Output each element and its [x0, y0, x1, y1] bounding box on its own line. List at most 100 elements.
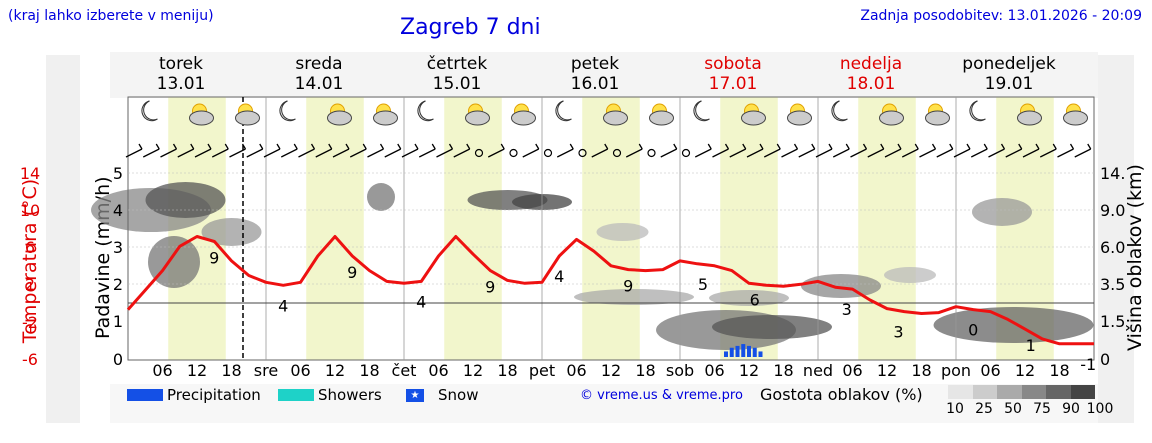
precipitation-tick: 5	[113, 164, 123, 183]
wind-barb-tick	[328, 143, 333, 150]
day-date: 18.01	[846, 74, 896, 94]
wind-barb-tick	[224, 143, 229, 150]
temperature-data-label: 9	[485, 278, 495, 297]
temperature-tick: -6	[22, 350, 38, 369]
precipitation-bar	[729, 347, 734, 357]
wind-barb-icon	[694, 148, 712, 158]
wind-barb-icon	[660, 148, 678, 158]
calm-wind-icon	[647, 148, 656, 158]
cloud-blob	[201, 218, 262, 246]
wind-barb-tick	[345, 143, 350, 150]
wind-barb-icon	[211, 148, 229, 158]
wind-barb-icon	[970, 148, 988, 158]
time-tick: 18	[1049, 361, 1069, 380]
time-tick: pet	[529, 361, 555, 380]
wind-barb-tick	[276, 143, 281, 150]
wind-barb-icon	[332, 148, 350, 158]
wind-barb-tick	[259, 143, 264, 150]
snow-star-icon: ★	[406, 389, 424, 402]
day-date: 13.01	[156, 74, 206, 94]
cloud-blob	[709, 290, 789, 306]
cloud-blob	[712, 315, 832, 339]
wind-barb-tick	[880, 143, 885, 150]
temperature-data-label: 9	[347, 263, 357, 282]
cloud-icon	[787, 110, 812, 126]
wind-barb-icon	[1074, 148, 1092, 158]
wind-barb-tick	[448, 143, 454, 150]
time-tick: 18	[911, 361, 931, 380]
day-date: 16.01	[570, 74, 620, 94]
wind-barb-icon	[315, 148, 333, 158]
time-tick: 18	[359, 361, 379, 380]
density-swatch	[1070, 385, 1095, 399]
wind-barb-icon	[591, 148, 609, 158]
wind-barb-icon	[246, 148, 264, 158]
wind-barb-tick	[138, 143, 143, 150]
cloud-height-tick: 14.	[1100, 164, 1125, 183]
wind-barb-tick	[500, 143, 505, 150]
wind-barb-tick	[362, 143, 367, 150]
wind-barb-icon	[263, 148, 281, 158]
wind-barb-tick	[1018, 143, 1023, 150]
wind-barb-tick	[466, 143, 471, 150]
cloud-icon	[1063, 110, 1088, 126]
density-swatch	[948, 385, 973, 399]
wind-barb-icon	[160, 148, 177, 158]
cloud-height-tick: 1.5	[1100, 312, 1125, 331]
wind-barb-icon	[901, 148, 919, 158]
wind-barb-tick	[207, 143, 212, 150]
cloud-blob	[972, 198, 1032, 226]
cloud-density-label: Gostota oblakov (%)	[760, 385, 923, 404]
time-tick: 12	[877, 361, 897, 380]
time-tick: 06	[566, 361, 586, 380]
right-axis-panel	[1098, 55, 1134, 423]
density-tick: 50	[1004, 401, 1022, 417]
precipitation-bar	[747, 345, 751, 357]
time-tick: 18	[221, 361, 241, 380]
precipitation-tick: 4	[113, 201, 123, 220]
showers-legend-label: Showers	[318, 386, 382, 404]
showers-swatch	[278, 389, 314, 401]
plot-border	[127, 96, 1095, 361]
wind-barb-icon	[298, 148, 315, 158]
time-tick: 12	[187, 361, 207, 380]
wind-barb-icon	[280, 148, 298, 158]
cloud-blob	[148, 236, 200, 288]
calm-wind-icon	[612, 148, 622, 158]
day-name: petek	[570, 54, 620, 74]
wind-barb-icon	[522, 148, 540, 158]
cloud-icon	[741, 110, 766, 126]
daylight-band	[858, 97, 916, 360]
wind-barb-icon	[384, 148, 402, 158]
precipitation-tick: 0	[113, 350, 123, 369]
credit-link[interactable]: © vreme.us & vreme.pro	[580, 388, 743, 403]
wind-barb-tick	[983, 143, 988, 150]
time-tick: 12	[463, 361, 483, 380]
day-date: 15.01	[432, 74, 482, 94]
wind-barb-tick	[190, 143, 195, 150]
wind-barb-tick	[707, 143, 712, 150]
wind-barb-icon	[936, 148, 954, 158]
wind-barb-tick	[1087, 143, 1092, 150]
wind-barb-icon	[367, 148, 384, 158]
cloud-icon	[327, 110, 352, 126]
density-tick: 10	[946, 401, 964, 417]
calm-wind-icon	[474, 148, 484, 158]
time-tick: pon	[941, 361, 971, 380]
region-hint[interactable]: (kraj lahko izberete v meniju)	[8, 8, 214, 24]
wind-barb-tick	[673, 143, 678, 150]
density-swatch	[972, 385, 997, 399]
wind-barb-tick	[535, 143, 540, 150]
time-tick: 06	[704, 361, 724, 380]
wind-barb-icon	[349, 148, 367, 158]
wind-barb-icon	[1022, 148, 1040, 158]
day-name: sreda	[295, 54, 343, 74]
wind-barb-icon	[401, 148, 419, 158]
cloud-icon	[465, 110, 490, 126]
density-tick: 25	[975, 401, 993, 417]
wind-barb-icon	[953, 148, 971, 158]
wind-barb-icon	[1039, 148, 1057, 158]
wind-barb-icon	[815, 148, 833, 158]
wind-barb-tick	[897, 143, 902, 150]
cloud-blob	[145, 182, 226, 218]
